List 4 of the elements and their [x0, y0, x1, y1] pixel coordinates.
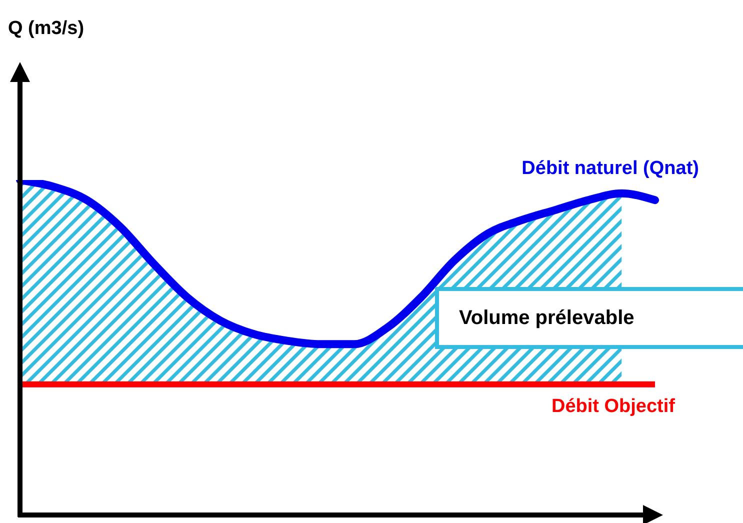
- series-label: Débit naturel (Qnat): [522, 158, 699, 180]
- text: Q (m3/s): [8, 18, 84, 40]
- series-label: Volume prélevable: [459, 307, 634, 330]
- ref-line-label: Débit Objectif: [551, 396, 675, 418]
